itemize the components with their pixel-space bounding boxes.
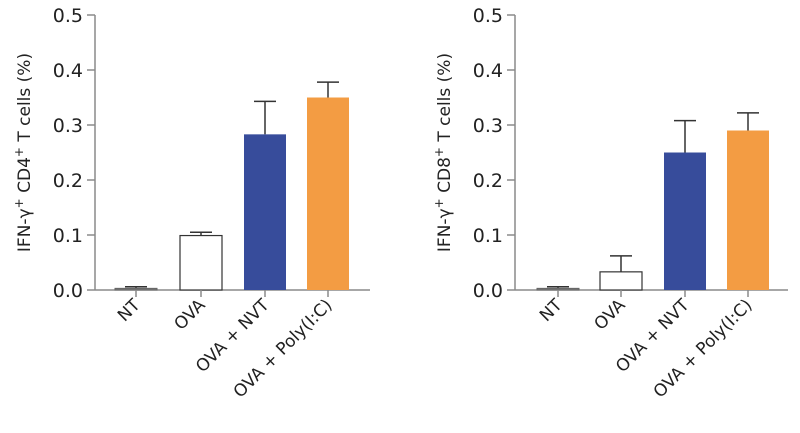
y-label-superscript: + (432, 198, 446, 208)
y-tick-label: 0.2 (53, 170, 83, 192)
y-axis-label: IFN-γ+ CD4+ T cells (%) (12, 53, 35, 252)
bar (307, 97, 349, 290)
y-label-text: IFN-γ (15, 208, 35, 252)
y-tick-label: 0.4 (53, 60, 83, 82)
bar (599, 271, 643, 291)
y-axis-label: IFN-γ+ CD8+ T cells (%) (432, 53, 455, 252)
x-tick-label: NT (536, 295, 567, 326)
y-label-text: CD8 (435, 157, 455, 198)
x-tick-label: OVA (170, 295, 209, 334)
y-label-superscript: + (432, 147, 446, 157)
y-label-superscript: + (12, 198, 26, 208)
bar (664, 152, 706, 290)
y-tick-label: 0.3 (53, 115, 83, 137)
y-label-text: T cells (%) (15, 53, 35, 147)
y-tick-label: 0.3 (473, 115, 503, 137)
bar (114, 287, 158, 291)
y-label-text: IFN-γ (435, 208, 455, 252)
x-tick-label: OVA (590, 295, 629, 334)
y-tick-label: 0.0 (473, 280, 503, 302)
bar (244, 134, 286, 290)
y-label-text: CD4 (15, 157, 35, 198)
y-tick-label: 0.1 (53, 225, 83, 247)
y-tick-label: 0.4 (473, 60, 503, 82)
y-tick-label: 0.0 (53, 280, 83, 302)
y-tick-label: 0.2 (473, 170, 503, 192)
y-label-superscript: + (12, 147, 26, 157)
y-tick-label: 0.1 (473, 225, 503, 247)
x-tick-label: NT (114, 295, 145, 326)
y-label-text: T cells (%) (435, 53, 455, 147)
bar (536, 287, 580, 291)
y-tick-label: 0.5 (473, 5, 503, 27)
y-tick-label: 0.5 (53, 5, 83, 27)
bar (727, 130, 769, 290)
bar (179, 234, 223, 291)
